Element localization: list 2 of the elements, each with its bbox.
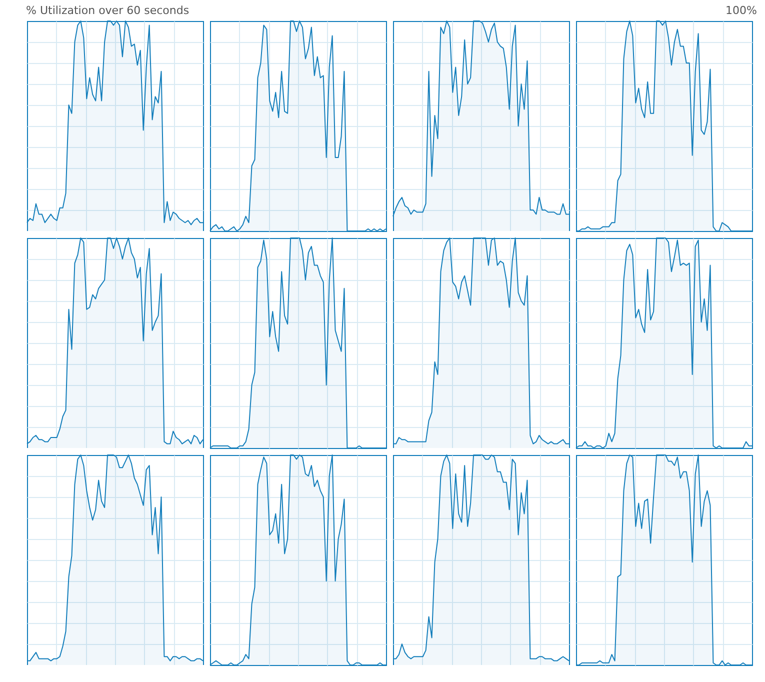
chart-title: % Utilization over 60 seconds <box>26 4 190 17</box>
text: 100% <box>726 4 757 17</box>
